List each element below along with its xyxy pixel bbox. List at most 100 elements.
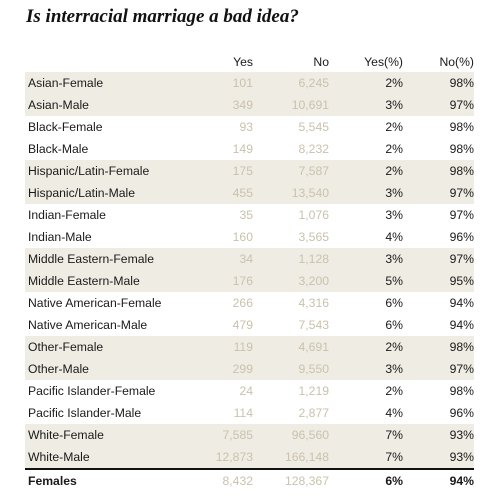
yes-count: 114	[233, 406, 253, 420]
row-label: Asian-Male	[25, 94, 193, 116]
yes-percent: 2%	[385, 384, 403, 398]
no-count: 166,148	[253, 446, 329, 469]
table-row: Pacific Islander-Female 24 1,219 2% 98%	[25, 380, 474, 402]
yes-count: 266	[232, 296, 253, 310]
yes-percent: 6%	[385, 296, 403, 310]
yes-count: 34	[193, 248, 253, 270]
no-count: 10,691	[253, 94, 329, 116]
yes-percent: 3%	[329, 358, 403, 380]
yes-count: 176	[193, 270, 253, 292]
table-row: White-Female 7,585 96,560 7% 93%	[25, 424, 474, 446]
no-count: 7,543	[298, 318, 330, 332]
table-row: Hispanic/Latin-Male 455 13,540 3% 97%	[25, 182, 474, 204]
no-percent: 97%	[403, 94, 474, 116]
no-percent: 93%	[403, 424, 474, 446]
no-count: 96,560	[253, 424, 329, 446]
yes-percent: 2%	[385, 120, 403, 134]
yes-percent: 7%	[329, 424, 403, 446]
table-row: Indian-Female 35 1,076 3% 97%	[25, 204, 474, 226]
table-row: Native American-Female 266 4,316 6% 94%	[25, 292, 474, 314]
no-percent: 96%	[449, 406, 474, 420]
chart-title: Is interracial marriage a bad idea?	[26, 6, 299, 27]
row-label: Other-Female	[25, 336, 193, 358]
total-yes-count: 8,432	[193, 468, 253, 492]
row-label: Native American-Male	[28, 318, 148, 332]
no-count: 3,565	[298, 230, 330, 244]
table-row: White-Male 12,873 166,148 7% 93%	[25, 446, 474, 469]
yes-count: 101	[193, 72, 253, 94]
no-percent: 98%	[403, 160, 474, 182]
header-no-pct: No(%)	[439, 55, 474, 69]
row-label: Middle Eastern-Male	[25, 270, 193, 292]
yes-count: 160	[232, 230, 253, 244]
total-no-count: 128,367	[253, 468, 329, 492]
table-row: Asian-Male 349 10,691 3% 97%	[25, 94, 474, 116]
yes-count: 175	[193, 160, 253, 182]
row-label: Hispanic/Latin-Female	[25, 160, 193, 182]
row-label: Asian-Female	[25, 72, 193, 94]
no-count: 4,691	[253, 336, 329, 358]
no-percent: 97%	[449, 208, 474, 222]
no-percent: 94%	[449, 296, 474, 310]
no-count: 7,587	[253, 160, 329, 182]
total-row: Females 8,432 128,367 6% 94%	[25, 468, 474, 492]
yes-count: 479	[232, 318, 253, 332]
no-percent: 93%	[403, 446, 474, 469]
no-count: 3,200	[253, 270, 329, 292]
row-label: Black-Male	[28, 142, 89, 156]
no-percent: 94%	[449, 318, 474, 332]
row-label: Native American-Female	[28, 296, 162, 310]
no-count: 1,128	[253, 248, 329, 270]
table-row: Hispanic/Latin-Female 175 7,587 2% 98%	[25, 160, 474, 182]
yes-percent: 6%	[385, 318, 403, 332]
table-row: Indian-Male 160 3,565 4% 96%	[25, 226, 474, 248]
yes-count: 119	[193, 336, 253, 358]
table-row: Other-Female 119 4,691 2% 98%	[25, 336, 474, 358]
yes-percent: 4%	[385, 230, 403, 244]
yes-count: 349	[193, 94, 253, 116]
yes-count: 24	[239, 384, 253, 398]
total-row-label: Females	[25, 468, 193, 492]
yes-count: 149	[232, 142, 253, 156]
header-no: No	[313, 55, 329, 69]
no-percent: 97%	[403, 358, 474, 380]
no-percent: 98%	[403, 336, 474, 358]
row-label: Middle Eastern-Female	[25, 248, 193, 270]
no-percent: 96%	[449, 230, 474, 244]
no-count: 1,076	[298, 208, 330, 222]
yes-count: 455	[193, 182, 253, 204]
no-count: 8,232	[298, 142, 330, 156]
yes-percent: 5%	[329, 270, 403, 292]
yes-percent: 3%	[385, 208, 403, 222]
yes-percent: 4%	[385, 406, 403, 420]
no-count: 13,540	[253, 182, 329, 204]
yes-count: 299	[193, 358, 253, 380]
yes-percent: 3%	[329, 94, 403, 116]
no-percent: 98%	[449, 120, 474, 134]
yes-count: 12,873	[193, 446, 253, 469]
row-label: White-Female	[25, 424, 193, 446]
no-count: 9,550	[253, 358, 329, 380]
table-row: Black-Female 93 5,545 2% 98%	[25, 116, 474, 138]
row-label: Pacific Islander-Male	[28, 406, 142, 420]
table-row: Pacific Islander-Male 114 2,877 4% 96%	[25, 402, 474, 424]
no-count: 6,245	[253, 72, 329, 94]
row-label: Indian-Male	[28, 230, 92, 244]
no-percent: 97%	[403, 248, 474, 270]
yes-percent: 2%	[329, 160, 403, 182]
no-percent: 95%	[403, 270, 474, 292]
row-label: Pacific Islander-Female	[28, 384, 156, 398]
yes-count: 7,585	[193, 424, 253, 446]
no-count: 2,877	[298, 406, 330, 420]
yes-percent: 3%	[329, 182, 403, 204]
table-row: Asian-Female 101 6,245 2% 98%	[25, 72, 474, 94]
total-yes-percent: 6%	[329, 468, 403, 492]
table-row: Other-Male 299 9,550 3% 97%	[25, 358, 474, 380]
total-no-percent: 94%	[403, 468, 474, 492]
table-row: Middle Eastern-Male 176 3,200 5% 95%	[25, 270, 474, 292]
header-yes: Yes	[233, 55, 253, 69]
row-label: Indian-Female	[28, 208, 106, 222]
no-percent: 98%	[449, 384, 474, 398]
header-row: Yes No Yes(%) No(%)	[25, 52, 474, 72]
yes-percent: 7%	[329, 446, 403, 469]
